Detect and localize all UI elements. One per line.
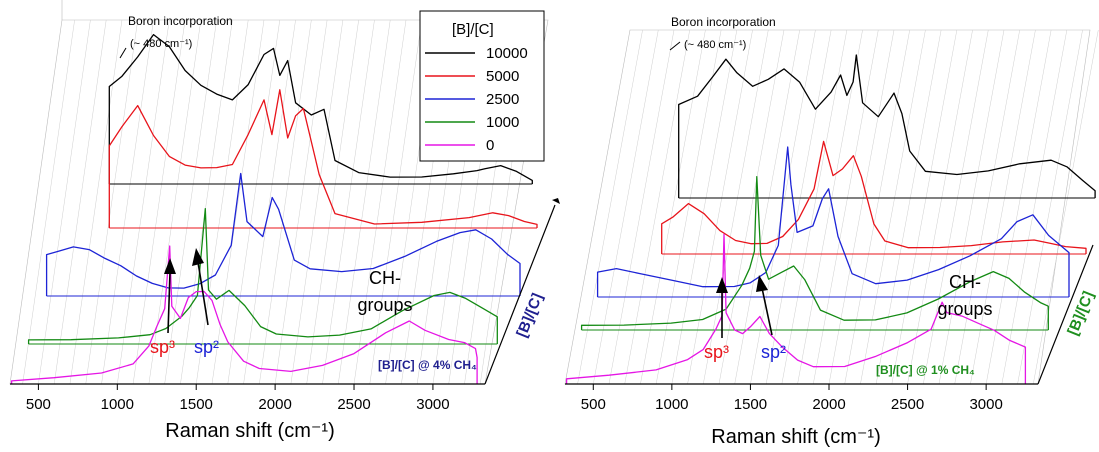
boron-label: Boron incorporation xyxy=(128,14,233,28)
boron-annotation: Boron incorporation (~ 480 cm⁻¹) xyxy=(669,15,776,51)
depth-axis xyxy=(484,204,556,385)
legend-title: [B]/[C] xyxy=(452,21,494,38)
series-line-2500 xyxy=(596,146,1070,297)
series-5000 xyxy=(108,89,538,229)
left-panel: 500 1000 1500 2000 2500 3000 Raman shift (cm⁻… xyxy=(9,0,560,442)
series-line-1000 xyxy=(27,208,498,344)
series-1000 xyxy=(580,176,1049,331)
series-1000 xyxy=(27,208,498,345)
x-axis xyxy=(10,198,560,385)
x-tick-label: 2000 xyxy=(258,396,291,413)
series-5000 xyxy=(661,140,1087,255)
legend-entry-1000: 1000 xyxy=(486,114,519,131)
x-tick-label: 2500 xyxy=(891,396,924,413)
boron-label-cm: (~ 480 cm⁻¹) xyxy=(130,38,192,50)
legend-entry-10000: 10000 xyxy=(486,45,528,62)
series-line-5000 xyxy=(108,89,538,228)
series-line-10000 xyxy=(678,54,1096,198)
legend-entry-5000: 5000 xyxy=(486,68,519,85)
sp2-label: sp² xyxy=(761,342,786,362)
x-axis-label: Raman shift (cm⁻¹) xyxy=(711,426,880,447)
sp3-label: sp³ xyxy=(704,342,729,362)
x-axis-label: Raman shift (cm⁻¹) xyxy=(165,420,334,442)
x-tick-label: 500 xyxy=(26,396,51,413)
x-tick-label: 3000 xyxy=(969,396,1002,413)
x-tick-label: 2500 xyxy=(337,396,370,413)
ch-groups-label-2: groups xyxy=(357,295,412,315)
ch-groups-label-1: CH- xyxy=(369,268,401,288)
sp3-label: sp³ xyxy=(150,337,175,357)
sp3-arrow xyxy=(716,277,728,338)
series-10000 xyxy=(108,33,533,185)
sp2-arrow xyxy=(756,275,773,336)
x-tick-label: 1000 xyxy=(101,396,134,413)
sp2-label: sp² xyxy=(194,337,219,357)
x-axis xyxy=(565,244,1094,385)
series-line-0 xyxy=(10,245,478,384)
boron-label-cm: (~ 480 cm⁻¹) xyxy=(684,39,746,51)
condition-label: [B]/[C] @ 1% CH₄ xyxy=(876,363,975,377)
boron-label: Boron incorporation xyxy=(671,15,776,29)
sp2-arrow xyxy=(192,248,209,326)
right-panel: 500 1000 1500 2000 2500 3000 Raman shift (cm⁻… xyxy=(564,15,1099,448)
sp3-arrow xyxy=(164,258,176,334)
series-line-0 xyxy=(565,233,1027,384)
ch-groups-label-1: CH- xyxy=(949,272,981,292)
series-line-2500 xyxy=(45,172,521,296)
x-tick-label: 1500 xyxy=(180,396,213,413)
series-2500 xyxy=(596,146,1070,298)
x-tick-label: 1000 xyxy=(655,396,688,413)
x-tick-label: 500 xyxy=(581,396,606,413)
legend-entry-0: 0 xyxy=(486,137,494,154)
series-10000 xyxy=(678,54,1096,199)
series-line-1000 xyxy=(580,176,1049,330)
depth-floor xyxy=(564,29,1091,385)
ch-groups-label-2: groups xyxy=(937,299,992,319)
series-line-10000 xyxy=(108,33,533,184)
condition-label: [B]/[C] @ 4% CH₄ xyxy=(378,358,477,372)
boron-annotation: Boron incorporation (~ 480 cm⁻¹) xyxy=(119,14,233,59)
x-tick-label: 1500 xyxy=(734,396,767,413)
x-tick-label: 3000 xyxy=(416,396,449,413)
legend-entry-2500: 2500 xyxy=(486,91,519,108)
series-2500 xyxy=(45,172,521,297)
depth-axis xyxy=(1037,244,1094,385)
x-tick-label: 2000 xyxy=(812,396,845,413)
series-line-5000 xyxy=(661,140,1087,254)
